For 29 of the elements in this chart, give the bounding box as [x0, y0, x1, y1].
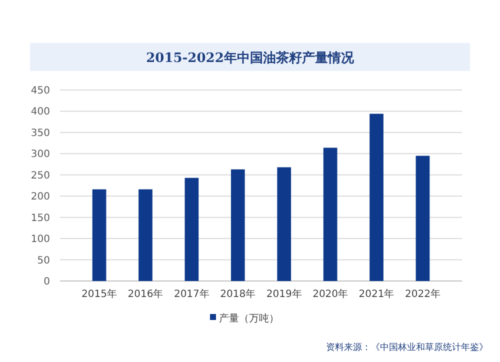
text: 资料来源：《中国林业和草原统计年鉴》 [326, 342, 488, 353]
x-tick-label: 2019年 [266, 288, 302, 300]
y-tick-label: 450 [30, 86, 50, 96]
chart-title: 2015-2022年中国油茶籽产量情况 [146, 50, 355, 66]
bar [370, 114, 384, 281]
y-tick-label: 150 [30, 212, 50, 224]
x-tick-label: 2022年 [405, 288, 440, 300]
y-tick-label: 300 [30, 149, 50, 160]
bar [323, 148, 338, 281]
y-tick-label: 400 [30, 106, 50, 118]
x-tick-label: 2018年 [220, 288, 256, 300]
x-tick-label: 2017年 [174, 288, 210, 300]
x-tick-label: 2020年 [312, 288, 348, 300]
y-tick-label: 50 [37, 255, 50, 266]
y-tick-label: 350 [30, 128, 50, 139]
bar [230, 169, 245, 281]
x-tick-label: 2021年 [358, 288, 394, 300]
y-tick-label: 0 [44, 276, 50, 288]
y-tick-label: 200 [30, 192, 50, 203]
x-tick-label: 2016年 [128, 288, 164, 300]
bar [138, 189, 152, 281]
y-tick-label: 100 [30, 234, 50, 246]
legend-label: 产量（万吨） [219, 312, 279, 324]
bar [92, 189, 106, 281]
y-tick-label: 250 [30, 170, 50, 182]
bar [416, 156, 430, 281]
bar [277, 167, 292, 281]
bar [184, 178, 199, 281]
x-tick-label: 2015年 [82, 288, 117, 300]
